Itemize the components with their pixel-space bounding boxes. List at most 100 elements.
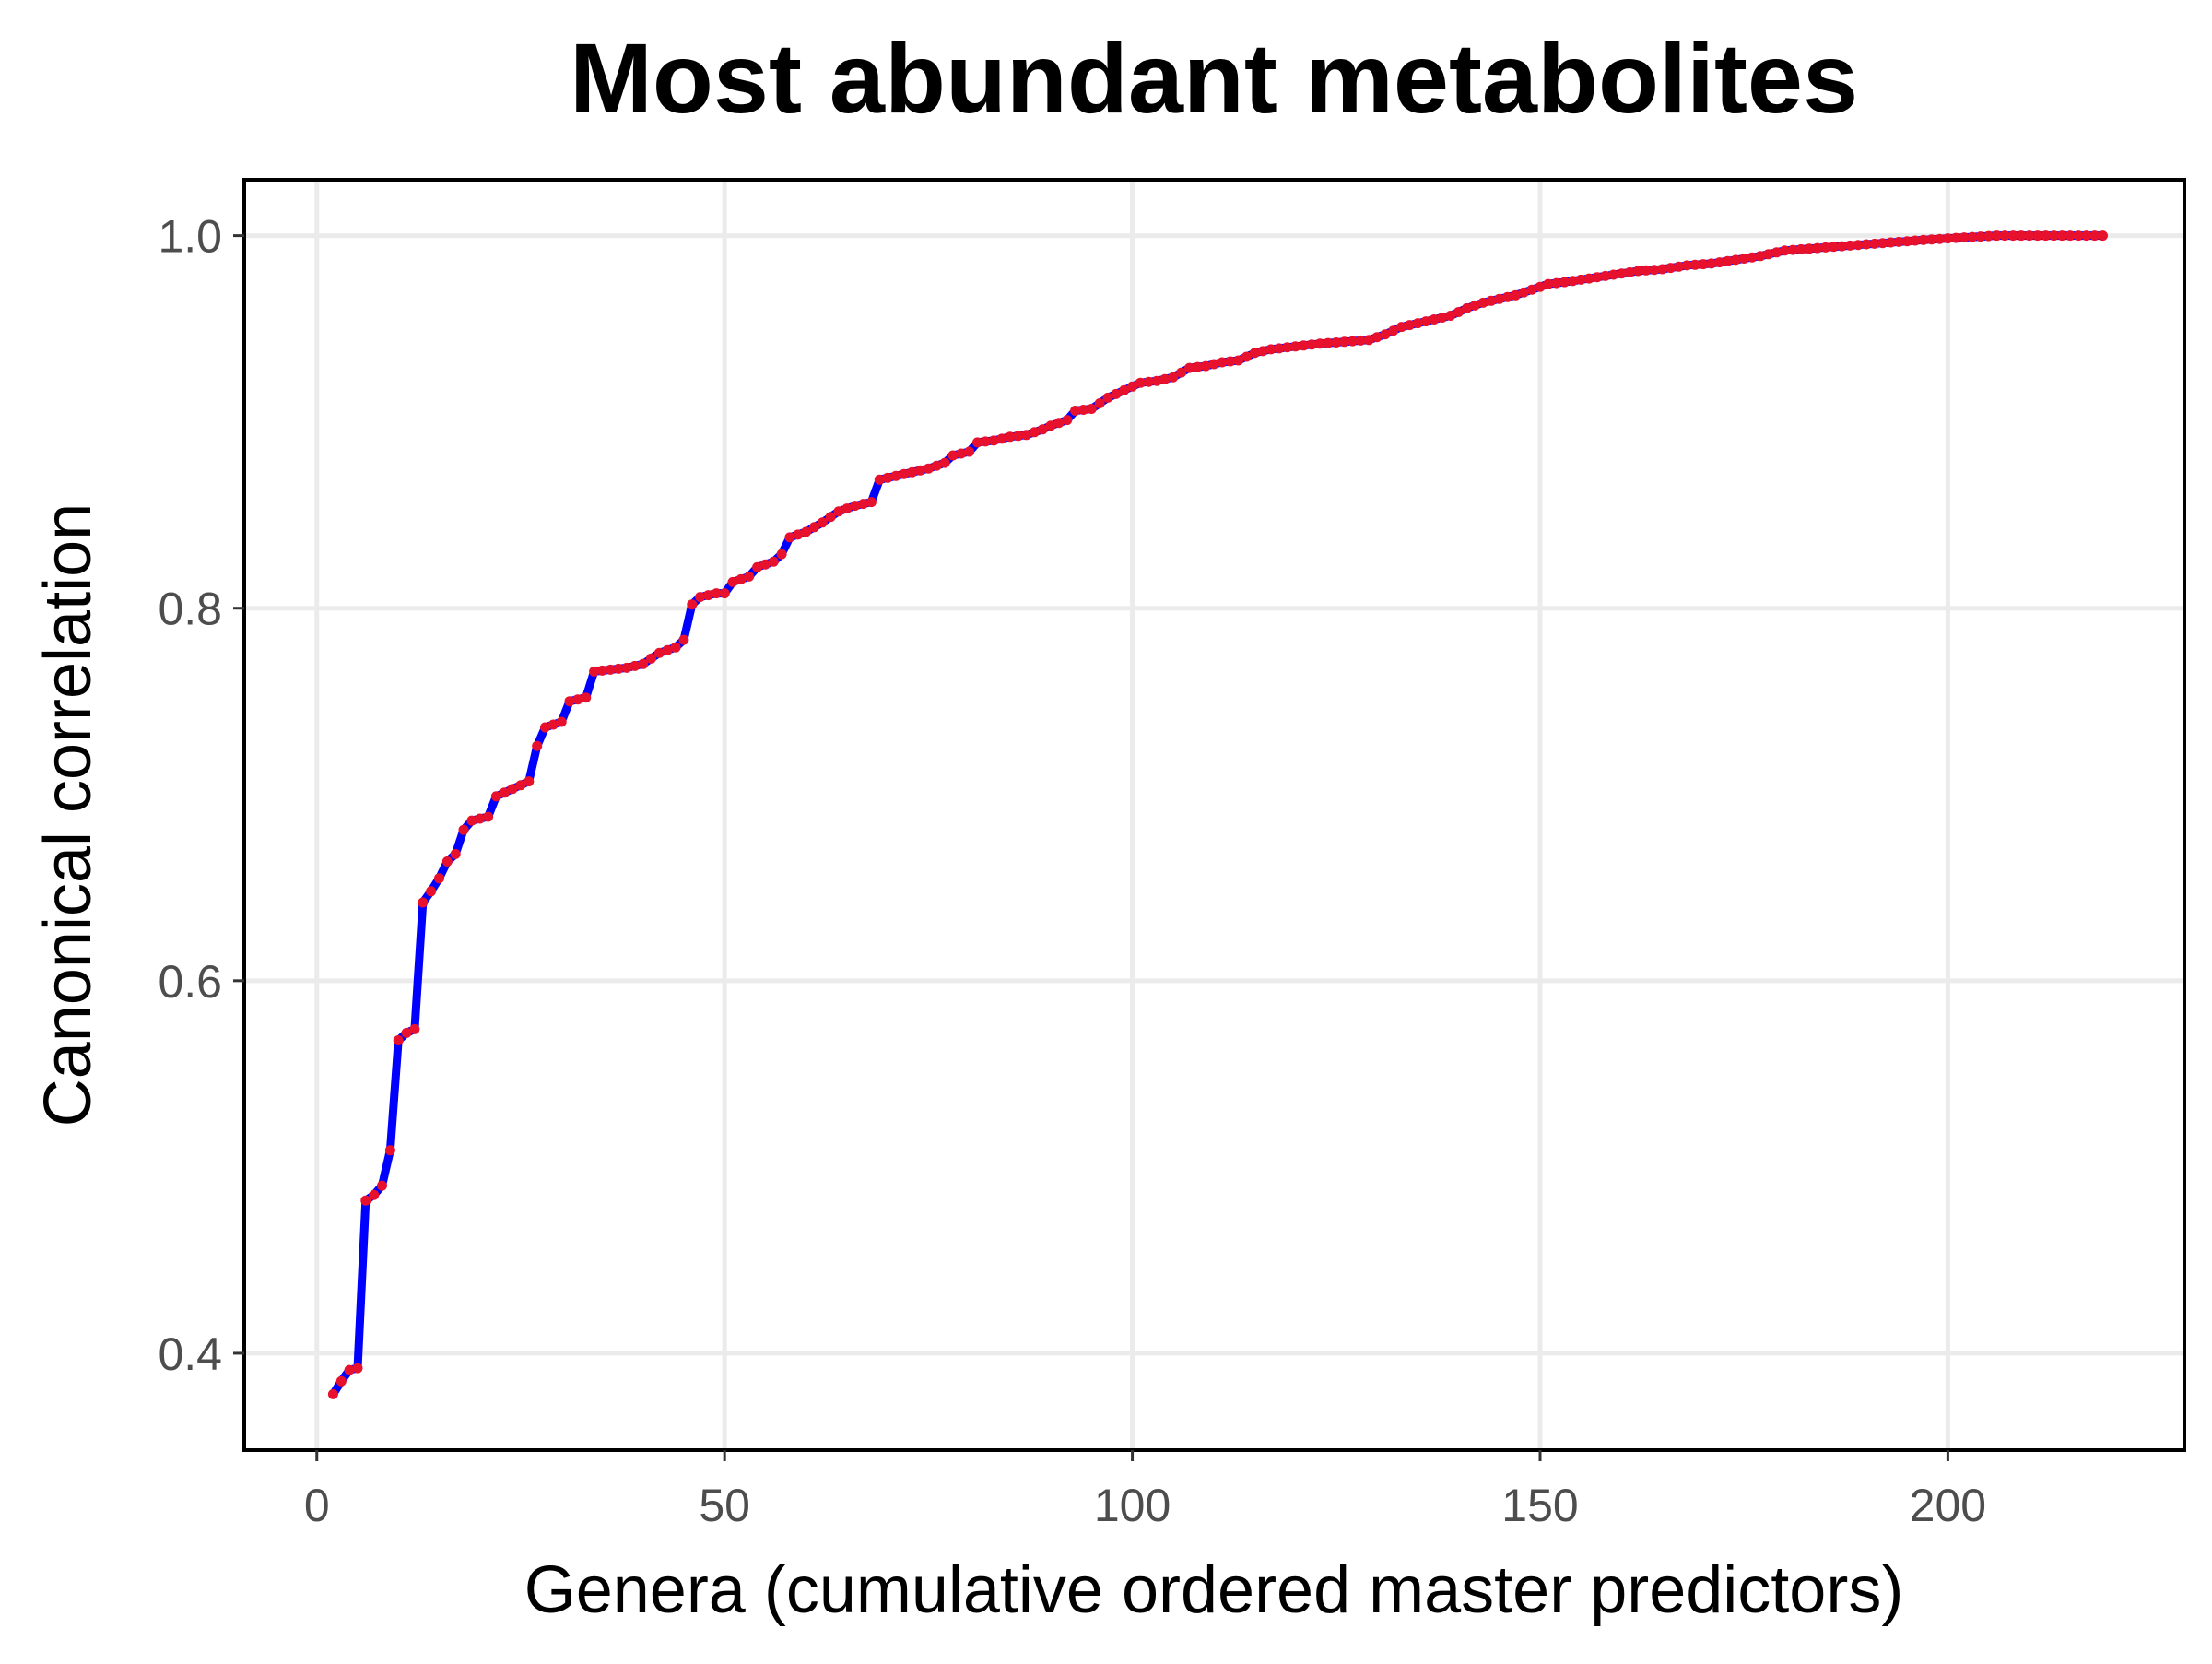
data-point bbox=[1975, 231, 1986, 242]
data-point bbox=[947, 450, 959, 461]
data-point bbox=[653, 647, 665, 658]
data-point bbox=[1869, 238, 1880, 249]
data-point bbox=[1714, 257, 1725, 268]
data-point bbox=[1877, 238, 1888, 249]
data-point bbox=[1290, 341, 1300, 352]
data-point bbox=[1494, 293, 1505, 304]
data-point bbox=[1681, 260, 1692, 271]
series-points-layer bbox=[327, 230, 2108, 1399]
data-point bbox=[1755, 251, 1766, 262]
x-tick-label: 200 bbox=[1910, 1480, 1986, 1531]
data-point bbox=[727, 576, 738, 587]
data-point bbox=[1159, 373, 1171, 384]
data-point bbox=[547, 719, 559, 730]
data-point bbox=[1005, 431, 1016, 443]
data-point bbox=[507, 784, 518, 795]
data-point bbox=[1567, 276, 1578, 287]
data-point bbox=[1102, 392, 1113, 403]
data-point bbox=[825, 512, 836, 523]
data-point bbox=[1526, 284, 1537, 295]
data-point bbox=[1127, 381, 1138, 392]
data-point bbox=[499, 787, 510, 798]
data-point bbox=[1600, 270, 1611, 281]
data-point bbox=[1592, 272, 1603, 283]
data-point bbox=[882, 472, 893, 483]
data-point bbox=[1070, 406, 1081, 416]
data-point bbox=[1559, 277, 1570, 288]
data-point bbox=[1543, 278, 1554, 289]
data-point bbox=[1208, 359, 1219, 370]
data-point bbox=[1950, 232, 1961, 243]
data-point bbox=[2089, 230, 2100, 242]
data-point bbox=[369, 1189, 380, 1200]
data-point bbox=[1086, 404, 1097, 414]
data-point bbox=[1225, 356, 1236, 367]
data-point bbox=[1983, 230, 1994, 242]
data-point bbox=[1632, 266, 1643, 277]
data-point bbox=[972, 437, 982, 448]
data-point bbox=[1412, 318, 1423, 329]
data-point bbox=[719, 588, 730, 599]
data-point bbox=[1323, 337, 1334, 348]
data-point bbox=[1535, 281, 1546, 292]
data-point bbox=[1013, 431, 1024, 442]
data-point bbox=[1355, 335, 1366, 346]
data-point bbox=[2016, 230, 2027, 242]
data-point bbox=[556, 716, 567, 727]
data-point bbox=[1168, 372, 1179, 383]
data-point bbox=[776, 549, 787, 560]
data-point bbox=[605, 664, 616, 675]
data-point bbox=[2065, 230, 2076, 242]
data-point bbox=[744, 571, 755, 582]
data-point bbox=[980, 436, 991, 447]
y-tick-label: 0.8 bbox=[158, 584, 222, 635]
y-axis-title: Canonical correlation bbox=[31, 503, 105, 1127]
data-point bbox=[784, 532, 795, 543]
data-point bbox=[703, 590, 713, 601]
data-point bbox=[1469, 300, 1480, 311]
chart-title: Most abundant metabolites bbox=[570, 22, 1858, 134]
data-point bbox=[833, 506, 844, 517]
data-point bbox=[907, 466, 918, 478]
data-point bbox=[1959, 232, 1970, 243]
data-point bbox=[752, 561, 763, 572]
data-point bbox=[1510, 289, 1521, 301]
data-point bbox=[1942, 233, 1953, 244]
data-point bbox=[360, 1195, 371, 1206]
data-point bbox=[1518, 287, 1529, 298]
data-point bbox=[1698, 259, 1709, 270]
data-point bbox=[1901, 236, 1912, 247]
data-point bbox=[564, 696, 575, 707]
axis-tick-labels: 0 50 100 150 200 0.4 0.6 0.8 1.0 bbox=[158, 211, 1986, 1531]
data-point bbox=[1829, 242, 1839, 253]
data-point bbox=[1274, 343, 1285, 354]
data-point bbox=[1583, 273, 1594, 284]
data-point bbox=[931, 460, 942, 471]
data-point bbox=[1265, 344, 1277, 355]
data-point bbox=[890, 470, 901, 481]
data-point bbox=[1241, 351, 1252, 362]
data-point bbox=[2081, 230, 2092, 242]
data-point bbox=[2032, 230, 2043, 242]
data-point bbox=[524, 776, 535, 787]
data-point bbox=[1053, 418, 1065, 429]
data-point bbox=[1641, 265, 1652, 276]
data-point bbox=[1886, 237, 1896, 248]
data-point bbox=[384, 1145, 395, 1156]
data-point bbox=[393, 1035, 404, 1045]
data-point bbox=[1143, 376, 1154, 387]
data-point bbox=[1192, 361, 1203, 372]
data-point bbox=[1649, 265, 1660, 276]
data-point bbox=[865, 497, 877, 508]
data-point bbox=[1893, 236, 1904, 247]
data-point bbox=[841, 503, 853, 514]
data-point bbox=[1135, 377, 1146, 388]
data-point bbox=[638, 658, 649, 669]
data-point bbox=[817, 517, 828, 528]
data-point bbox=[874, 474, 885, 485]
data-point bbox=[1388, 325, 1399, 336]
data-point bbox=[2098, 230, 2108, 242]
y-tick-label: 1.0 bbox=[158, 211, 222, 263]
data-point bbox=[1926, 234, 1937, 245]
